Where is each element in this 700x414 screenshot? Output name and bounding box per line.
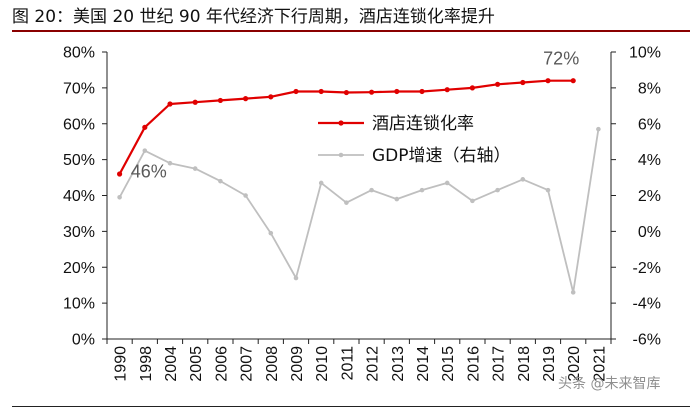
left-tick-label: 60% [63, 116, 95, 133]
series-line [118, 128, 600, 294]
left-axis-ticks: 0% 10% 20% 30% 40% 50% 60% 70% 80% [63, 45, 107, 349]
data-point [545, 78, 551, 84]
right-tick-label: 4% [638, 152, 661, 169]
series-gdp-growth [117, 126, 601, 295]
data-point [394, 196, 400, 202]
right-axis-ticks: -6% -4% -2% 0% 2% 4% 6% 8% 10% [611, 45, 661, 349]
left-tick-label: 30% [63, 224, 95, 241]
data-point [142, 124, 148, 130]
left-tick-label: 0% [72, 332, 95, 349]
x-tick-label: 2011 [339, 346, 356, 381]
right-tick-label: 6% [638, 116, 661, 133]
data-point [243, 96, 249, 102]
x-tick-label: 2017 [491, 346, 508, 382]
right-tick-label: 2% [638, 188, 661, 205]
x-tick-label: 2019 [541, 346, 558, 382]
data-point [369, 187, 374, 193]
data-point [469, 85, 475, 91]
x-tick-label: 2010 [314, 346, 331, 382]
x-tick-label: 1998 [138, 346, 155, 382]
data-point [369, 89, 375, 95]
legend-swatch-marker [338, 120, 344, 126]
watermark: 头条 @未来智库 [558, 376, 661, 392]
x-tick-label: 1990 [113, 346, 130, 382]
data-point [117, 171, 123, 177]
left-tick-label: 20% [63, 260, 95, 277]
x-tick-label: 2004 [163, 346, 180, 382]
data-point [444, 87, 450, 93]
left-tick-label: 50% [63, 152, 95, 169]
x-tick-label: 2014 [415, 346, 432, 382]
x-axis-ticks: 1990 1998 2004 2005 2006 2007 2008 2009 2010 2011… [106, 339, 612, 382]
data-point [470, 198, 475, 204]
data-point [293, 275, 299, 281]
data-point [167, 160, 173, 166]
x-tick-label: 2015 [440, 346, 457, 382]
x-tick-label: 2005 [188, 346, 205, 382]
legend: 酒店连锁化率 GDP增速（右轴） [318, 114, 511, 166]
title-rule [12, 30, 690, 32]
x-tick-label: 2013 [390, 346, 407, 382]
data-point [419, 88, 425, 95]
right-tick-label: -6% [633, 332, 661, 349]
series-hotel-chain-rate [117, 78, 576, 177]
data-point [117, 194, 122, 200]
data-label: 72% [543, 49, 579, 69]
data-point [596, 126, 601, 132]
data-point [444, 180, 450, 186]
left-tick-label: 80% [63, 45, 95, 62]
x-tick-label: 2020 [566, 346, 583, 382]
x-tick-label: 2006 [213, 346, 230, 382]
data-point [520, 79, 526, 86]
series-layer [117, 78, 601, 295]
right-tick-label: 10% [629, 45, 661, 62]
legend-swatch-marker [338, 152, 344, 158]
data-point [318, 180, 324, 186]
chart-title: 图 20：美国 20 世纪 90 年代经济下行周期，酒店连锁化率提升 [12, 7, 495, 27]
data-point [243, 193, 248, 198]
data-point [394, 88, 400, 95]
left-tick-label: 10% [63, 296, 95, 313]
data-point [570, 78, 576, 84]
data-point [318, 88, 324, 95]
x-tick-label: 2016 [465, 346, 482, 382]
annotation-layer: 46% 72% [131, 49, 579, 182]
data-point [217, 97, 223, 104]
data-point [570, 290, 576, 295]
right-tick-label: -4% [633, 296, 661, 313]
x-tick-label: 2009 [289, 346, 306, 382]
data-point [192, 166, 198, 171]
x-tick-label: 2007 [239, 346, 256, 382]
data-point [343, 89, 349, 96]
right-tick-label: -2% [633, 260, 661, 277]
data-point [218, 178, 223, 184]
legend-label: GDP增速（右轴） [372, 146, 511, 166]
data-point [419, 187, 425, 193]
data-point [293, 88, 299, 95]
data-point [545, 187, 551, 193]
data-point [268, 230, 274, 236]
x-tick-label: 2012 [365, 346, 382, 382]
x-tick-label: 2021 [591, 346, 608, 382]
data-point [495, 187, 500, 193]
legend-label: 酒店连锁化率 [372, 114, 474, 134]
data-point [192, 99, 198, 105]
data-point [268, 94, 274, 100]
right-tick-label: 8% [638, 80, 661, 97]
data-label: 46% [131, 161, 167, 181]
data-point [344, 200, 349, 205]
bottom-rule [12, 406, 690, 407]
left-tick-label: 70% [63, 80, 95, 97]
data-point [167, 101, 173, 107]
x-tick-label: 2008 [264, 346, 281, 382]
data-point [495, 81, 501, 87]
data-point [520, 177, 526, 182]
right-tick-label: 0% [638, 224, 661, 241]
x-tick-label: 2018 [516, 346, 533, 382]
left-tick-label: 40% [63, 188, 95, 205]
data-point [142, 148, 148, 153]
